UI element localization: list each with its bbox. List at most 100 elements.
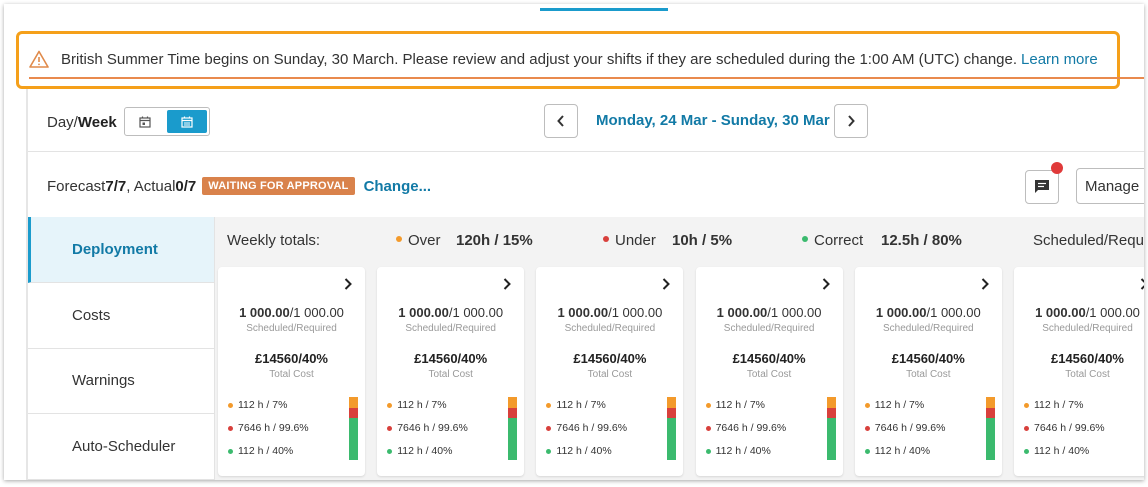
over-segment <box>826 397 836 408</box>
learn-more-link[interactable]: Learn more <box>1021 50 1098 68</box>
over-dot <box>387 402 393 408</box>
over-segment <box>667 397 677 408</box>
over-dot <box>705 402 711 408</box>
chevron-right-icon[interactable] <box>821 277 831 291</box>
total-cost-value: £14560/40% <box>414 351 488 366</box>
total-cost-caption: Total Cost <box>746 369 792 380</box>
sidebar-item-costs[interactable]: Costs <box>28 283 214 349</box>
under-segment <box>508 408 518 418</box>
view-mode-toggle <box>124 107 210 136</box>
total-cost-value: £14560/40% <box>573 351 647 366</box>
chat-icon <box>1035 180 1049 193</box>
correct-dot <box>1024 448 1029 454</box>
week-label: Week <box>77 114 117 131</box>
under-stat: 7646 h / 99.6% <box>1024 422 1105 434</box>
sidebar-item-deployment[interactable]: Deployment <box>28 217 214 283</box>
correct-label: Correct <box>814 232 864 249</box>
correct-value: 12.5h / 80% <box>881 232 962 249</box>
day-card[interactable]: 1 000.00/1 000.00 Scheduled/Required £1456… <box>218 267 365 476</box>
forecast-row: Forecast 7/7, Actual 0/7 WAITING FOR APP… <box>28 153 1144 217</box>
over-stat-value: 112 h / 7% <box>556 399 606 411</box>
previous-week-button[interactable] <box>544 104 578 138</box>
actual-label: , Actual <box>126 177 176 195</box>
day-card[interactable]: 1 000.00/1 000.00 Scheduled/Required £1456… <box>695 267 843 476</box>
under-stat: 7646 h / 99.6% <box>387 422 468 434</box>
day-view-button[interactable] <box>125 108 165 135</box>
total-cost-caption: Total Cost <box>587 369 633 380</box>
chevron-right-icon[interactable] <box>343 277 353 291</box>
chevron-right-icon[interactable] <box>980 277 990 291</box>
under-stat: 7646 h / 99.6% <box>546 422 627 434</box>
day-card[interactable]: 1 000.00/1 000.00 Scheduled/Required £1456… <box>854 267 1002 476</box>
chevron-right-icon <box>848 115 855 127</box>
correct-stat-value: 112 h / 40% <box>1034 445 1090 457</box>
over-dot <box>546 402 552 408</box>
chevron-left-icon <box>557 115 564 127</box>
scheduled-value: 1 000.00 <box>716 305 768 320</box>
manage-button[interactable]: Manage <box>1076 168 1144 204</box>
sidebar-item-auto-scheduler[interactable]: Auto-Scheduler <box>28 414 214 480</box>
total-cost-value: £14560/40% <box>1050 351 1124 366</box>
week-view-button[interactable] <box>167 110 207 133</box>
sidebar-item-warnings[interactable]: Warnings <box>28 349 214 415</box>
scheduled-required-value: 1 000.00/1 000.00 <box>218 305 365 320</box>
weekly-totals: Weekly totals: Over 120h / 15% Under 10h… <box>215 217 1144 265</box>
under-dot <box>387 425 393 431</box>
over-stat-value: 112 h / 7% <box>715 399 766 411</box>
scheduled-required-caption: Scheduled/Required <box>405 323 496 334</box>
under-stat-value: 7646 h / 99.6% <box>874 422 946 434</box>
chevron-right-icon[interactable] <box>1139 277 1144 291</box>
total-cost-caption: Total Cost <box>269 369 314 380</box>
coverage-bar <box>508 397 518 460</box>
chevron-right-icon[interactable] <box>502 277 512 291</box>
scheduled-value: 1 000.00 <box>1035 305 1086 320</box>
under-segment <box>667 408 677 418</box>
under-dot <box>228 425 233 431</box>
date-range-label: Monday, 24 Mar - Sunday, 30 Mar <box>596 112 830 129</box>
coverage-bar <box>985 397 995 460</box>
schedule-toolbar: Day/Week <box>28 92 1144 152</box>
correct-segment <box>508 418 518 460</box>
change-link[interactable]: Change... <box>363 177 432 195</box>
under-stat-value: 7646 h / 99.6% <box>238 422 309 434</box>
scheduled-value: 1 000.00 <box>398 305 449 320</box>
banner-divider <box>29 77 1144 79</box>
required-value: /1 000.00 <box>926 305 981 320</box>
day-card[interactable]: 1 000.00/1 000.00 Scheduled/Required £1456… <box>377 267 525 476</box>
banner-message: British Summer Time begins on Sunday, 30… <box>61 50 1018 68</box>
over-stat: 112 h / 7% <box>705 399 766 411</box>
dst-warning-banner: British Summer Time begins on Sunday, 30… <box>16 31 1144 89</box>
correct-dot <box>705 448 711 454</box>
section-sidebar: Deployment Costs Warnings Auto-Scheduler <box>28 217 215 480</box>
under-segment <box>349 408 358 418</box>
calendar-week-icon <box>181 116 193 128</box>
under-total: Under <box>603 232 656 249</box>
required-value: /1 000.00 <box>608 305 663 320</box>
scheduled-value: 1 000.00 <box>557 305 609 320</box>
correct-stat: 112 h / 40% <box>864 445 930 457</box>
scheduled-required-caption: Scheduled/Required <box>564 323 656 334</box>
correct-segment <box>826 418 836 460</box>
over-dot <box>228 402 233 408</box>
under-stat: 7646 h / 99.6% <box>864 422 946 434</box>
scheduled-required-value: 1 000.00/1 000.00 <box>1014 305 1144 320</box>
scheduled-required-value: 1 000.00/1 000.00 <box>536 305 683 320</box>
scheduled-required-caption: Scheduled/Required <box>246 323 337 334</box>
next-week-button[interactable] <box>834 104 868 138</box>
day-card[interactable]: 1 000.00/1 000.00 Scheduled/Required £1456… <box>536 267 684 476</box>
correct-stat: 112 h / 40% <box>387 445 452 457</box>
total-cost-caption: Total Cost <box>906 369 951 380</box>
total-cost-caption: Total Cost <box>1065 369 1110 380</box>
correct-segment <box>349 418 358 460</box>
chevron-right-icon[interactable] <box>661 277 671 291</box>
under-dot <box>705 425 711 431</box>
total-cost-value: £14560/40% <box>732 351 806 366</box>
day-card[interactable]: 1 000.00/1 000.00 Scheduled/Required £1456… <box>1014 267 1144 476</box>
over-dot <box>864 402 870 408</box>
comments-button[interactable] <box>1025 170 1059 204</box>
over-label: Over <box>408 232 441 249</box>
under-stat: 7646 h / 99.6% <box>705 422 786 434</box>
view-mode-label: Day/Week <box>47 114 117 131</box>
required-value: /1 000.00 <box>448 305 504 320</box>
over-stat: 112 h / 7% <box>864 399 924 411</box>
